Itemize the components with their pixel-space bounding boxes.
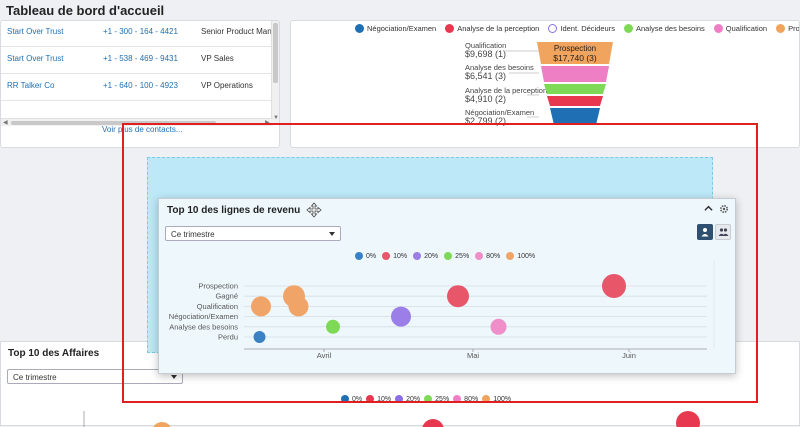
vertical-scrollbar[interactable]: ▼ xyxy=(271,21,279,125)
legend-item[interactable]: 100% xyxy=(506,252,535,260)
my-items-toggle[interactable] xyxy=(697,224,713,240)
deals-legend: 0% 10% 20% 25% 80% 100% xyxy=(341,395,511,403)
funnel-label: Analyse de la perception $4,910 (2) xyxy=(465,86,548,104)
x-tick-label: Mai xyxy=(467,351,479,360)
contact-phone-link[interactable]: +1 - 300 - 164 - 4421 xyxy=(103,27,178,36)
legend-item[interactable]: 10% xyxy=(366,395,391,403)
legend-dot-icon xyxy=(776,24,786,33)
legend-item[interactable]: Qualification xyxy=(713,24,767,33)
table-row[interactable]: Start Over Trust +1 - 538 - 469 - 9431 V… xyxy=(1,47,273,74)
chart-point xyxy=(490,318,507,335)
table-row[interactable]: Start Over Trust +1 - 300 - 164 - 4421 S… xyxy=(1,21,273,47)
funnel-top-value: $17,740 (3) xyxy=(553,53,597,63)
dashlet-legend: 0% 10% 20% 25% 80% 100% xyxy=(355,252,535,260)
funnel-panel: Négociation/Examen Analyse de la percept… xyxy=(290,20,800,148)
legend-dot-icon xyxy=(713,24,723,33)
deals-period-select[interactable]: Ce trimestre xyxy=(7,369,183,384)
contact-name-link[interactable]: Start Over Trust xyxy=(7,27,64,36)
legend-item[interactable]: Ident. Décideurs xyxy=(548,24,615,33)
legend-item[interactable]: 20% xyxy=(413,252,438,260)
legend-item[interactable]: Analyse des besoins xyxy=(623,24,705,33)
contact-phone-link[interactable]: +1 - 538 - 469 - 9431 xyxy=(103,54,178,63)
funnel-segment-qualification xyxy=(541,66,609,82)
contacts-panel: Start Over Trust +1 - 300 - 164 - 4421 S… xyxy=(0,20,280,148)
funnel-segment-analyse-besoins xyxy=(544,84,606,94)
legend-item[interactable]: 0% xyxy=(355,252,376,260)
legend-dot-hollow-icon xyxy=(548,24,558,33)
dashlet-title[interactable]: Top 10 des lignes de revenu xyxy=(167,205,301,216)
x-tick-label: Juin xyxy=(622,351,636,360)
funnel-chart: Prospection $17,740 (3) xyxy=(505,42,613,125)
chart-point xyxy=(602,274,626,298)
deals-chart-preview xyxy=(83,411,700,427)
legend-item[interactable]: 80% xyxy=(475,252,500,260)
funnel-segment-negociation xyxy=(550,108,600,125)
funnel-label: Qualification $9,698 (1) xyxy=(465,41,507,59)
legend-dot-icon xyxy=(445,24,455,33)
legend-item[interactable]: 10% xyxy=(382,252,407,260)
legend-item[interactable]: Négociation/Examen xyxy=(355,24,436,33)
highlight-rectangle xyxy=(122,123,758,403)
revenue-lines-dashlet[interactable]: Top 10 des lignes de revenu Ce trimestre… xyxy=(158,198,736,374)
y-tick-label: Prospection xyxy=(198,282,238,291)
contact-title: VP Sales xyxy=(201,54,234,63)
funnel-top-name: Prospection xyxy=(554,44,596,53)
x-tick-label: Avril xyxy=(317,351,332,360)
top-deals-title: Top 10 des Affaires xyxy=(8,348,100,359)
revenue-scatter-chart: ProspectionGagnéQualificationNégociation… xyxy=(169,261,715,360)
chevron-down-icon xyxy=(171,375,177,379)
scrollbar-thumb[interactable] xyxy=(11,121,216,125)
table-row[interactable]: RR Talker Co +1 - 640 - 100 - 4923 VP Op… xyxy=(1,74,273,101)
chart-point xyxy=(253,331,266,343)
chart-point xyxy=(251,296,271,317)
y-tick-label: Analyse des besoins xyxy=(169,322,238,331)
group-items-toggle[interactable] xyxy=(715,224,731,240)
contact-name-link[interactable]: Start Over Trust xyxy=(7,54,64,63)
funnel-segment-analyse-perception xyxy=(547,96,603,106)
contact-title: Senior Product Man xyxy=(201,27,272,36)
y-tick-label: Qualification xyxy=(197,302,238,311)
dashlet-period-select[interactable]: Ce trimestre xyxy=(165,226,341,241)
y-tick-label: Gagné xyxy=(215,292,238,301)
chart-point xyxy=(326,319,340,334)
legend-item[interactable]: 20% xyxy=(395,395,420,403)
scrollbar-thumb[interactable] xyxy=(273,23,278,83)
y-tick-label: Négociation/Examen xyxy=(169,312,238,321)
scroll-down-arrow-icon[interactable]: ▼ xyxy=(273,115,279,121)
scroll-left-arrow-icon[interactable]: ◀ xyxy=(3,120,8,126)
funnel-legend: Négociation/Examen Analyse de la percept… xyxy=(355,24,799,33)
move-icon[interactable] xyxy=(306,202,322,218)
users-group-icon xyxy=(718,228,728,236)
user-icon xyxy=(701,228,709,237)
legend-item[interactable]: 100% xyxy=(482,395,511,403)
gear-icon[interactable] xyxy=(719,204,729,214)
contact-name-link[interactable]: RR Talker Co xyxy=(7,81,55,90)
chart-point xyxy=(153,422,171,427)
legend-item[interactable]: Prospection xyxy=(776,24,799,33)
legend-item[interactable]: 80% xyxy=(453,395,478,403)
funnel-label: Analyse des besoins $6,541 (3) xyxy=(465,63,534,81)
more-contacts-link[interactable]: Voir plus de contacts... xyxy=(102,125,183,134)
chart-point xyxy=(676,411,700,427)
page-title: Tableau de bord d'accueil xyxy=(6,3,165,18)
y-tick-label: Perdu xyxy=(218,333,238,342)
legend-item[interactable]: 25% xyxy=(444,252,469,260)
legend-item[interactable]: Analyse de la perception xyxy=(445,24,539,33)
legend-dot-icon xyxy=(355,24,364,33)
contact-phone-link[interactable]: +1 - 640 - 100 - 4923 xyxy=(103,81,178,90)
funnel-label: Négociation/Examen $2,799 (2) xyxy=(465,108,535,126)
chart-point xyxy=(288,296,309,317)
chart-point xyxy=(447,285,469,308)
legend-item[interactable]: 25% xyxy=(424,395,449,403)
legend-dot-icon xyxy=(623,24,633,33)
funnel-segment-prospection xyxy=(537,42,613,64)
chevron-down-icon xyxy=(329,232,335,236)
contact-title: VP Operations xyxy=(201,81,253,90)
chart-point xyxy=(422,419,444,427)
chart-point xyxy=(391,306,411,327)
legend-item[interactable]: 0% xyxy=(341,395,362,403)
chevron-up-icon[interactable] xyxy=(704,204,713,213)
